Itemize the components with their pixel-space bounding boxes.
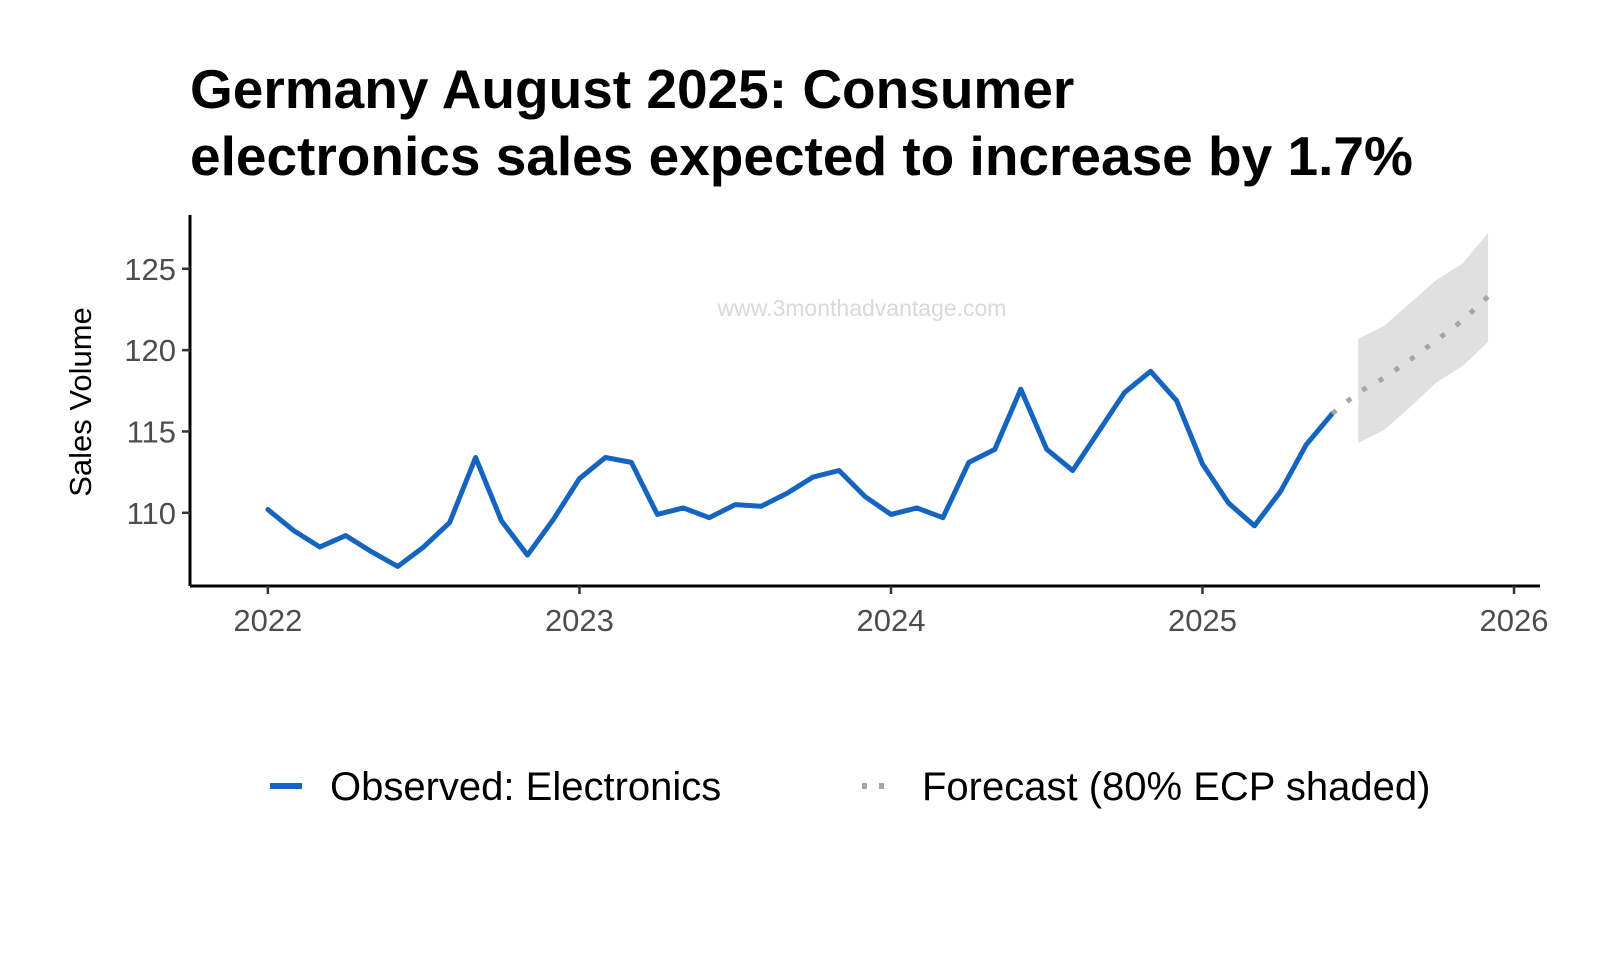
x-tick-label: 2025	[1168, 603, 1237, 638]
y-tick-label: 110	[127, 496, 176, 531]
x-tick-label: 2023	[545, 603, 614, 638]
legend: Observed: Electronics Forecast (80% ECP s…	[270, 765, 1430, 809]
axes-layer: 110 115 120 125 2022 2023 2024 2025 2026	[124, 215, 1549, 638]
y-tick-label: 125	[124, 252, 176, 287]
legend-label-forecast: Forecast (80% ECP shaded)	[922, 765, 1430, 809]
y-tick-label: 120	[124, 333, 176, 368]
y-axis-title: Sales Volume	[63, 307, 98, 497]
x-tick-label: 2022	[233, 603, 302, 638]
forecast-band-layer	[1358, 233, 1489, 443]
x-tick-label: 2024	[856, 603, 925, 638]
observed-line	[265, 368, 1335, 569]
x-tick-label: 2026	[1480, 603, 1549, 638]
legend-label-observed: Observed: Electronics	[330, 765, 721, 809]
chart-title-line-1: Germany August 2025: Consumer	[190, 58, 1074, 120]
y-tick-label: 115	[127, 414, 176, 449]
forecast-interval-band	[1358, 233, 1489, 443]
watermark: www.3monthadvantage.com	[717, 295, 1007, 321]
chart-title-line-2: electronics sales expected to increase b…	[190, 125, 1413, 187]
series-layer	[265, 294, 1490, 569]
